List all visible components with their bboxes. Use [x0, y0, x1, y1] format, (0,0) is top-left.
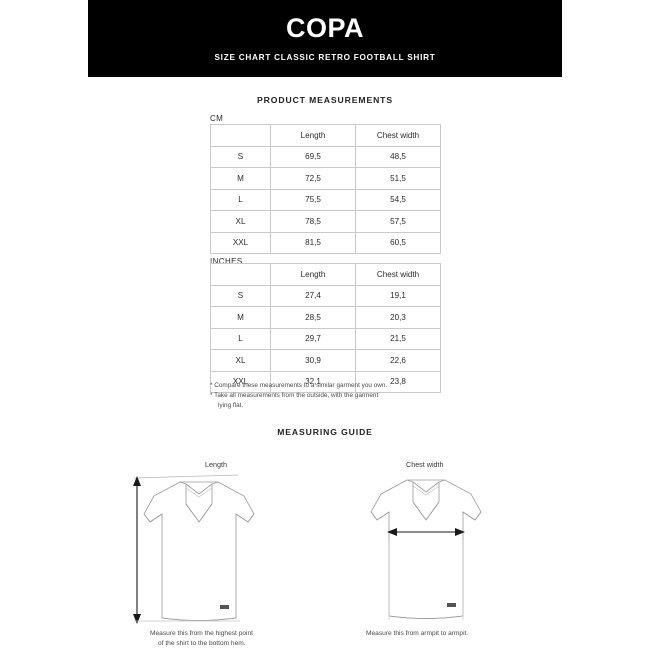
table-row: XXL 81,5 60,5 [210, 231, 441, 254]
header-banner: COPA SIZE CHART CLASSIC RETRO FOOTBALL S… [88, 0, 562, 77]
cell-size: XXL [210, 231, 271, 254]
shirt-hem-label-icon [220, 605, 229, 609]
size-table-inches: Length Chest width S 27,4 19,1 M 28,5 20… [210, 263, 441, 393]
note-line-3: lying flat. [218, 401, 244, 409]
cell-length: 28,5 [270, 306, 356, 329]
cell-size: M [210, 167, 271, 190]
table-row: S 69,5 48,5 [210, 145, 441, 168]
column-header-chest: Chest width [355, 124, 441, 147]
column-header-length: Length [270, 263, 356, 286]
banner-subtitle: SIZE CHART CLASSIC RETRO FOOTBALL SHIRT [214, 53, 436, 62]
table-row: XL 30,9 22,6 [210, 349, 441, 372]
caption-chest-line1: Measure this from armpit to armpit. [366, 630, 469, 637]
guide-label-length: Length [205, 460, 227, 469]
column-header-size [210, 124, 271, 147]
guide-label-chest: Chest width [406, 460, 444, 469]
cell-size: L [210, 327, 271, 350]
cell-size: L [210, 188, 271, 211]
caption-length: Measure this from the highest point of t… [150, 629, 253, 649]
caption-length-line1: Measure this from the highest point [150, 630, 253, 637]
column-header-chest: Chest width [355, 263, 441, 286]
shirt-diagram-length [120, 470, 330, 625]
cell-chest: 21,5 [355, 327, 441, 350]
cell-chest: 20,3 [355, 306, 441, 329]
cell-size: M [210, 306, 271, 329]
table-header-row: Length Chest width [210, 263, 441, 286]
table-row: XXL 32,1 23,8 [210, 370, 441, 393]
cell-chest: 48,5 [355, 145, 441, 168]
cell-size: XL [210, 349, 271, 372]
column-header-size [210, 263, 271, 286]
cell-length: 78,5 [270, 210, 356, 233]
table-row: L 75,5 54,5 [210, 188, 441, 211]
measurement-notes: * Compare these measurements to a simila… [210, 381, 460, 411]
caption-chest: Measure this from armpit to armpit. [366, 629, 468, 639]
cell-length: 29,7 [270, 327, 356, 350]
cell-size: S [210, 145, 271, 168]
note-line-1: * Compare these measurements to a simila… [210, 382, 388, 389]
shirt-diagram-chest [345, 470, 555, 625]
polo-shirt-outline-icon [370, 479, 482, 619]
cell-size: S [210, 284, 271, 307]
cell-chest: 22,6 [355, 349, 441, 372]
caption-length-line2: of the shirt to the bottom hem. [158, 639, 246, 647]
cell-length: 27,4 [270, 284, 356, 307]
table-row: L 29,7 21,5 [210, 327, 441, 350]
cell-length: 69,5 [270, 145, 356, 168]
unit-label-inches: INCHES [210, 257, 243, 266]
cell-length: 81,5 [270, 231, 356, 254]
table-row: M 72,5 51,5 [210, 167, 441, 190]
product-measurements-title: PRODUCT MEASUREMENTS [257, 95, 393, 105]
measuring-guide-title: MEASURING GUIDE [277, 427, 373, 437]
unit-label-cm: CM [210, 114, 224, 123]
table-row: S 27,4 19,1 [210, 284, 441, 307]
table-row: M 28,5 20,3 [210, 306, 441, 329]
copa-logo: COPA [286, 15, 364, 42]
table-header-row: Length Chest width [210, 124, 441, 147]
cell-chest: 23,8 [355, 370, 441, 393]
cell-length: 30,9 [270, 349, 356, 372]
cell-chest: 54,5 [355, 188, 441, 211]
cell-chest: 60,5 [355, 231, 441, 254]
cell-length: 72,5 [270, 167, 356, 190]
table-row: XL 78,5 57,5 [210, 210, 441, 233]
note-line-2: * Take all measurements from the outside… [210, 391, 379, 399]
cell-length: 75,5 [270, 188, 356, 211]
horizontal-double-arrow-icon [387, 528, 465, 536]
polo-shirt-outline-icon [133, 474, 255, 621]
vertical-double-arrow-icon [133, 476, 141, 624]
logo-accent-icon [354, 34, 361, 40]
shirt-hem-label-icon [447, 603, 456, 607]
cell-chest: 19,1 [355, 284, 441, 307]
cell-chest: 57,5 [355, 210, 441, 233]
cell-size: XL [210, 210, 271, 233]
column-header-length: Length [270, 124, 356, 147]
cell-chest: 51,5 [355, 167, 441, 190]
size-table-cm: Length Chest width S 69,5 48,5 M 72,5 51… [210, 124, 441, 254]
brand-name: COPA [285, 13, 364, 43]
